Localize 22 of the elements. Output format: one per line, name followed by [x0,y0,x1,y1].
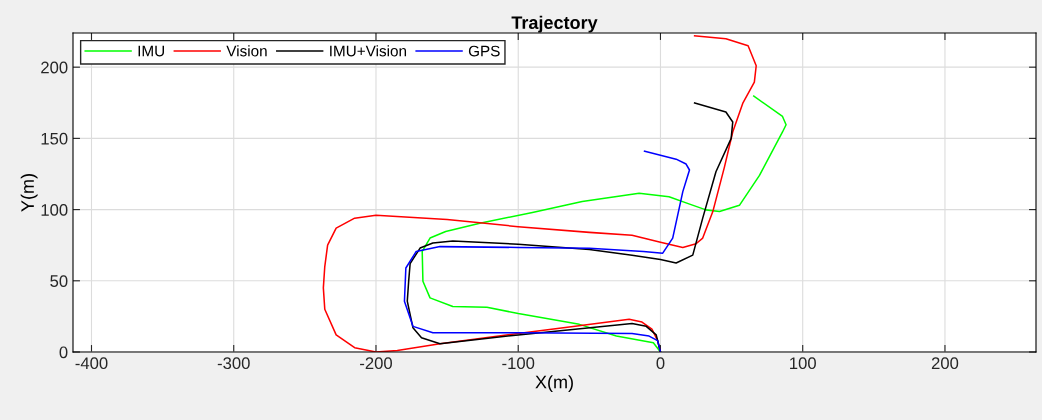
line-series [421,95,787,352]
y-tick-label: 100 [41,203,68,216]
legend-label: IMU [138,45,164,57]
y-tick-label: 0 [59,346,68,359]
line-series [322,35,757,352]
x-tick-label: -100 [502,357,535,370]
line-series [403,150,691,352]
x-tick-label: -200 [360,357,393,370]
y-axis-title: Y(m) [20,174,38,212]
y-tick-label: 150 [41,132,68,145]
legend-label: Vision [226,45,267,57]
x-tick-label: 200 [931,357,959,370]
x-tick-label: -300 [217,357,250,370]
x-axis-title: X(m) [535,375,573,392]
x-tick-label: 100 [790,357,816,370]
x-tick-label: 0 [656,357,665,370]
y-tick-label: 50 [50,275,68,287]
chart-title: Trajectory [511,15,598,33]
legend-label: IMU+Vision [330,45,407,57]
legend-label: GPS [468,45,500,57]
x-tick-label: -400 [75,357,108,370]
y-tick-label: 200 [41,61,68,74]
